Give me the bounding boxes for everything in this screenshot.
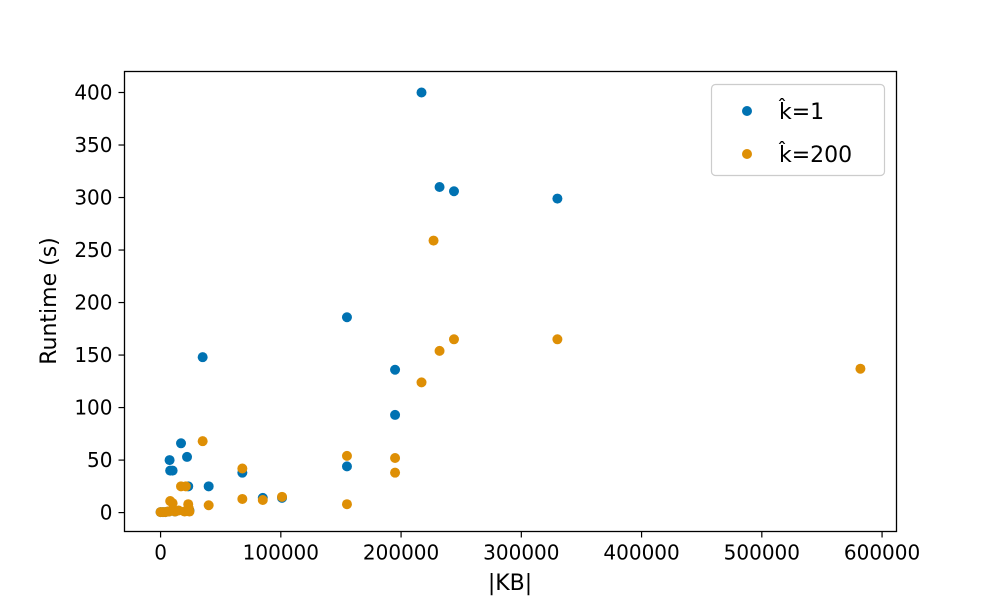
data-point-series-1 <box>448 186 459 197</box>
legend: k̂=1 k̂=200 <box>710 83 886 177</box>
data-point-series-1 <box>176 438 187 449</box>
data-point-series-2 <box>184 506 195 517</box>
y-tick-label: 100 <box>74 396 112 420</box>
data-point-series-1 <box>390 409 401 420</box>
x-axis-label: |KB| <box>488 571 532 596</box>
data-point-series-1 <box>341 461 352 472</box>
y-tick-label: 0 <box>100 501 113 525</box>
data-point-series-1 <box>167 465 178 476</box>
data-point-series-2 <box>855 363 866 374</box>
data-point-series-2 <box>277 491 288 502</box>
data-point-series-2 <box>257 494 268 505</box>
y-axis-label: Runtime (s) <box>37 237 62 365</box>
x-tick-label: 200000 <box>363 541 439 565</box>
y-tick-label: 300 <box>74 186 112 210</box>
legend-label-series-1: k̂=1 <box>778 99 824 125</box>
y-tick-label: 50 <box>87 448 112 472</box>
data-point-series-1 <box>197 352 208 363</box>
y-tick-label: 250 <box>74 238 112 262</box>
x-tick-label: 400000 <box>603 541 679 565</box>
x-tick-label: 100000 <box>243 541 319 565</box>
data-point-series-2 <box>390 467 401 478</box>
legend-label-series-2: k̂=200 <box>778 142 852 168</box>
y-axis-ticks: 0 50 100 150 200 250 300 350 400 <box>74 81 125 525</box>
x-tick-label: 500000 <box>724 541 800 565</box>
legend-marker-series-1 <box>742 106 752 116</box>
data-point-series-2 <box>552 334 563 345</box>
y-tick-label: 400 <box>74 81 112 105</box>
x-tick-label: 0 <box>154 541 167 565</box>
data-points <box>155 87 866 518</box>
data-point-series-2 <box>180 481 191 492</box>
data-point-series-2 <box>237 493 248 504</box>
data-point-series-1 <box>164 455 175 466</box>
data-point-series-2 <box>448 334 459 345</box>
data-point-series-2 <box>390 452 401 463</box>
data-point-series-2 <box>197 436 208 447</box>
data-point-series-2 <box>341 499 352 510</box>
data-point-series-1 <box>341 312 352 323</box>
data-point-series-1 <box>434 182 445 193</box>
data-point-series-1 <box>203 481 214 492</box>
x-axis-ticks: 0 100000 200000 300000 400000 500000 600000 <box>154 531 920 565</box>
data-point-series-2 <box>203 500 214 511</box>
x-tick-label: 600000 <box>844 541 920 565</box>
y-tick-label: 150 <box>74 343 112 367</box>
y-tick-label: 350 <box>74 133 112 157</box>
plot-frame <box>123 70 898 533</box>
data-point-series-2 <box>416 377 427 388</box>
data-point-series-1 <box>416 87 427 98</box>
data-point-series-2 <box>237 463 248 474</box>
data-point-series-1 <box>552 193 563 204</box>
data-point-series-2 <box>428 235 439 246</box>
data-point-series-2 <box>341 450 352 461</box>
data-point-series-1 <box>182 451 193 462</box>
data-point-series-1 <box>390 364 401 375</box>
y-tick-label: 200 <box>74 291 112 315</box>
legend-box <box>710 83 886 177</box>
legend-marker-series-2 <box>742 149 752 159</box>
data-point-series-2 <box>434 345 445 356</box>
x-tick-label: 300000 <box>483 541 559 565</box>
data-point-series-2 <box>167 498 178 509</box>
